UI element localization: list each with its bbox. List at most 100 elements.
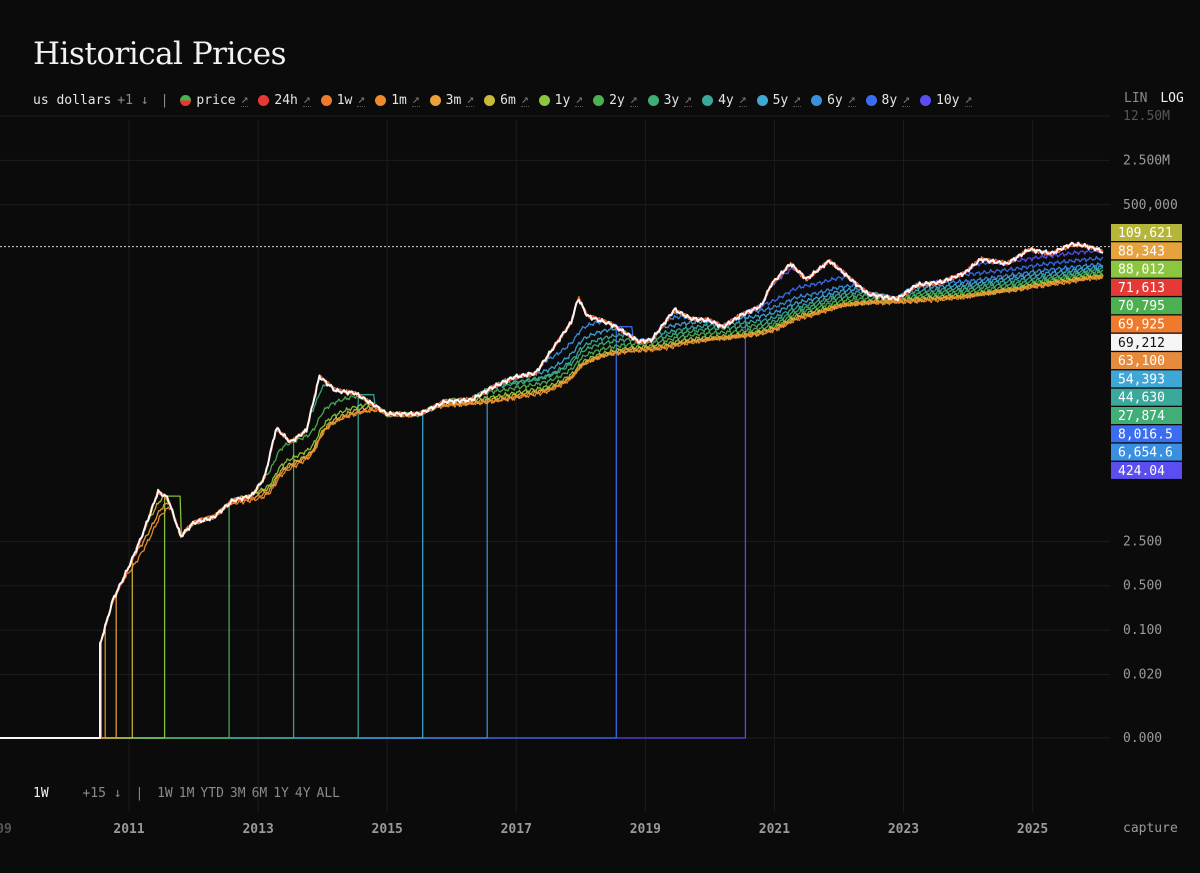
external-link-icon[interactable]: ↗: [738, 91, 747, 107]
page-title: Historical Prices: [33, 36, 287, 72]
legend-dot-icon: [320, 94, 332, 106]
series-line-1w: [0, 242, 1104, 739]
legend-label: 2y: [609, 92, 625, 108]
legend-dot-icon: [258, 94, 270, 106]
range-option-all[interactable]: ALL: [316, 786, 341, 801]
range-active[interactable]: 1W: [33, 786, 49, 801]
legend-items: price ↗ 24h ↗ 1w ↗ 1m ↗ 3m ↗ 6m ↗ 1y ↗ 2y ↗ 3y ↗ 4y ↗ 5y ↗ 6y ↗…: [180, 93, 982, 108]
value-label: 69,212: [1111, 333, 1182, 351]
legend-dot-icon: [647, 94, 659, 106]
range-option-1m[interactable]: 1M: [178, 786, 195, 801]
legend-item-5y[interactable]: 5y ↗: [756, 91, 802, 108]
x-tick-label: 2025: [1017, 822, 1048, 837]
value-label-bg: [1111, 242, 1182, 260]
value-label-text: 27,874: [1118, 409, 1165, 424]
legend-label: 1y: [554, 92, 571, 108]
unit-modifier[interactable]: +1 ↓: [117, 92, 149, 108]
legend-item-2y[interactable]: 2y ↗: [593, 91, 638, 108]
legend-label: 10y: [936, 92, 960, 108]
value-label-bg: [1111, 388, 1182, 406]
series-line-24h: [0, 242, 1104, 739]
external-link-icon[interactable]: ↗: [357, 91, 366, 107]
external-link-icon[interactable]: ↗: [302, 91, 311, 107]
legend-item-1m[interactable]: 1m ↗: [375, 91, 420, 108]
legend-item-1y[interactable]: 1y ↗: [538, 91, 584, 108]
x-tick-label: 09: [0, 822, 12, 837]
legend-dot-icon: [593, 94, 605, 106]
legend-label: 1w: [336, 92, 353, 108]
legend-label: 6y: [827, 92, 843, 108]
legend-item-10y[interactable]: 10y ↗: [920, 91, 973, 108]
series-line-6y: [0, 262, 1104, 739]
x-tick-label: 2017: [501, 822, 532, 837]
legend-item-6y[interactable]: 6y ↗: [811, 91, 856, 108]
scale-lin-button[interactable]: LIN: [1124, 91, 1148, 106]
external-link-icon[interactable]: ↗: [902, 91, 911, 107]
external-link-icon[interactable]: ↗: [684, 91, 693, 107]
series-line-6m: [0, 274, 1104, 739]
range-option-ytd[interactable]: YTD: [200, 786, 224, 801]
scale-toggle: LIN LOG: [1124, 91, 1189, 106]
value-label-bg: [1111, 333, 1182, 351]
capture-button[interactable]: capture: [1123, 821, 1178, 836]
scale-log-button[interactable]: LOG: [1160, 91, 1184, 106]
value-label-bg: [1111, 260, 1182, 278]
range-modifier[interactable]: +15 ↓: [82, 786, 122, 801]
series-line-1y: [0, 273, 1104, 739]
y-tick-label: 12.50M: [1123, 109, 1170, 124]
value-label-text: 71,613: [1118, 281, 1165, 296]
value-label-text: 69,925: [1118, 318, 1165, 333]
legend-item-1w[interactable]: 1w ↗: [320, 91, 366, 108]
value-label-text: 424.04: [1118, 464, 1165, 479]
value-label-bg: [1111, 315, 1182, 333]
value-label-text: 70,795: [1118, 299, 1165, 314]
value-label-bg: [1111, 425, 1182, 443]
range-option-4y[interactable]: 4Y: [294, 786, 311, 801]
external-link-icon[interactable]: ↗: [575, 91, 584, 107]
value-label-text: 63,100: [1118, 354, 1165, 369]
unit-selector[interactable]: us dollars: [33, 92, 112, 108]
value-label: 54,393: [1111, 370, 1182, 388]
external-link-icon[interactable]: ↗: [520, 91, 529, 107]
external-link-icon[interactable]: ↗: [466, 91, 475, 107]
legend-item-price[interactable]: price ↗: [180, 91, 249, 108]
value-label-text: 88,343: [1118, 244, 1165, 259]
y-tick-label: 500,000: [1123, 198, 1178, 213]
range-option-1y[interactable]: 1Y: [273, 786, 289, 801]
legend-separator: |: [160, 92, 169, 108]
range-option-3m[interactable]: 3M: [229, 786, 246, 801]
value-label: 71,613: [1111, 278, 1182, 296]
legend-dot-icon: [538, 94, 550, 106]
series-line-price: [0, 241, 1104, 739]
legend-dot-icon: [865, 94, 877, 106]
legend-item-8y[interactable]: 8y ↗: [865, 91, 911, 108]
legend-dot-icon: [920, 94, 932, 106]
external-link-icon[interactable]: ↗: [964, 91, 973, 107]
legend-item-24h[interactable]: 24h ↗: [258, 91, 311, 108]
range-option-1w[interactable]: 1W: [157, 786, 173, 801]
value-label-bg: [1111, 443, 1182, 461]
series-line-3m: [0, 274, 1104, 739]
legend-label: 3m: [445, 92, 462, 108]
external-link-icon[interactable]: ↗: [411, 91, 420, 107]
value-label: 88,012: [1111, 260, 1182, 278]
x-tick-label: 2023: [888, 822, 919, 837]
external-link-icon[interactable]: ↗: [793, 91, 802, 107]
legend-item-3y[interactable]: 3y ↗: [647, 91, 693, 108]
legend-item-3m[interactable]: 3m ↗: [429, 91, 475, 108]
legend-dot-icon: [756, 94, 768, 106]
range-option-6m[interactable]: 6M: [251, 786, 268, 801]
legend-label: 8y: [881, 92, 898, 108]
legend-item-4y[interactable]: 4y ↗: [702, 91, 747, 108]
external-link-icon[interactable]: ↗: [847, 91, 856, 107]
legend-item-6m[interactable]: 6m ↗: [484, 91, 529, 108]
range-selector: 1W +15 ↓ | 1W 1M YTD 3M 6M 1Y 4Y ALL: [33, 786, 352, 801]
value-label-bg: [1111, 352, 1182, 370]
y-tick-label: 0.020: [1123, 668, 1162, 683]
external-link-icon[interactable]: ↗: [629, 91, 638, 107]
value-label: 44,630: [1111, 388, 1182, 406]
y-tick-label: 2.500: [1123, 534, 1162, 549]
external-link-icon[interactable]: ↗: [240, 91, 249, 107]
value-label: 88,343: [1111, 242, 1182, 260]
